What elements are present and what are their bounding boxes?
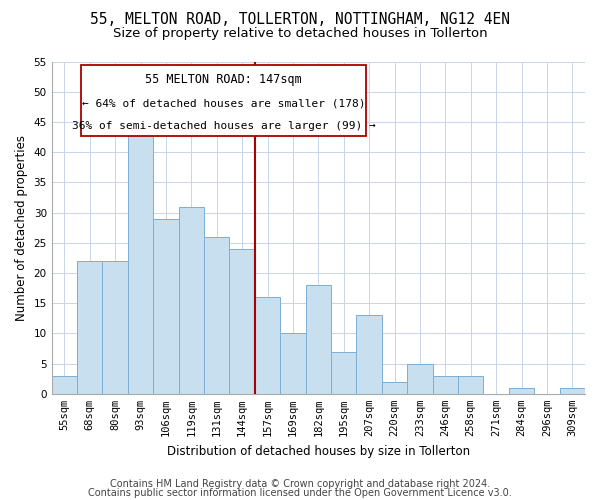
Bar [52, 376, 77, 394]
Bar [280, 334, 305, 394]
Bar [407, 364, 433, 394]
Text: 36% of semi-detached houses are larger (99) →: 36% of semi-detached houses are larger (… [72, 122, 376, 132]
Bar [204, 236, 229, 394]
Bar [433, 376, 458, 394]
Text: 55 MELTON ROAD: 147sqm: 55 MELTON ROAD: 147sqm [145, 73, 302, 86]
X-axis label: Distribution of detached houses by size in Tollerton: Distribution of detached houses by size … [167, 444, 470, 458]
Bar [179, 206, 204, 394]
Bar [382, 382, 407, 394]
Bar [103, 261, 128, 394]
Text: Contains HM Land Registry data © Crown copyright and database right 2024.: Contains HM Land Registry data © Crown c… [110, 479, 490, 489]
Bar [458, 376, 484, 394]
Bar [560, 388, 585, 394]
Bar [509, 388, 534, 394]
Bar [77, 261, 103, 394]
Text: Contains public sector information licensed under the Open Government Licence v3: Contains public sector information licen… [88, 488, 512, 498]
Text: ← 64% of detached houses are smaller (178): ← 64% of detached houses are smaller (17… [82, 98, 365, 108]
Bar [356, 316, 382, 394]
Bar [128, 134, 153, 394]
Y-axis label: Number of detached properties: Number of detached properties [15, 134, 28, 320]
Bar [255, 297, 280, 394]
Text: 55, MELTON ROAD, TOLLERTON, NOTTINGHAM, NG12 4EN: 55, MELTON ROAD, TOLLERTON, NOTTINGHAM, … [90, 12, 510, 28]
FancyBboxPatch shape [81, 65, 367, 136]
Bar [229, 249, 255, 394]
Text: Size of property relative to detached houses in Tollerton: Size of property relative to detached ho… [113, 28, 487, 40]
Bar [153, 218, 179, 394]
Bar [305, 285, 331, 394]
Bar [331, 352, 356, 394]
